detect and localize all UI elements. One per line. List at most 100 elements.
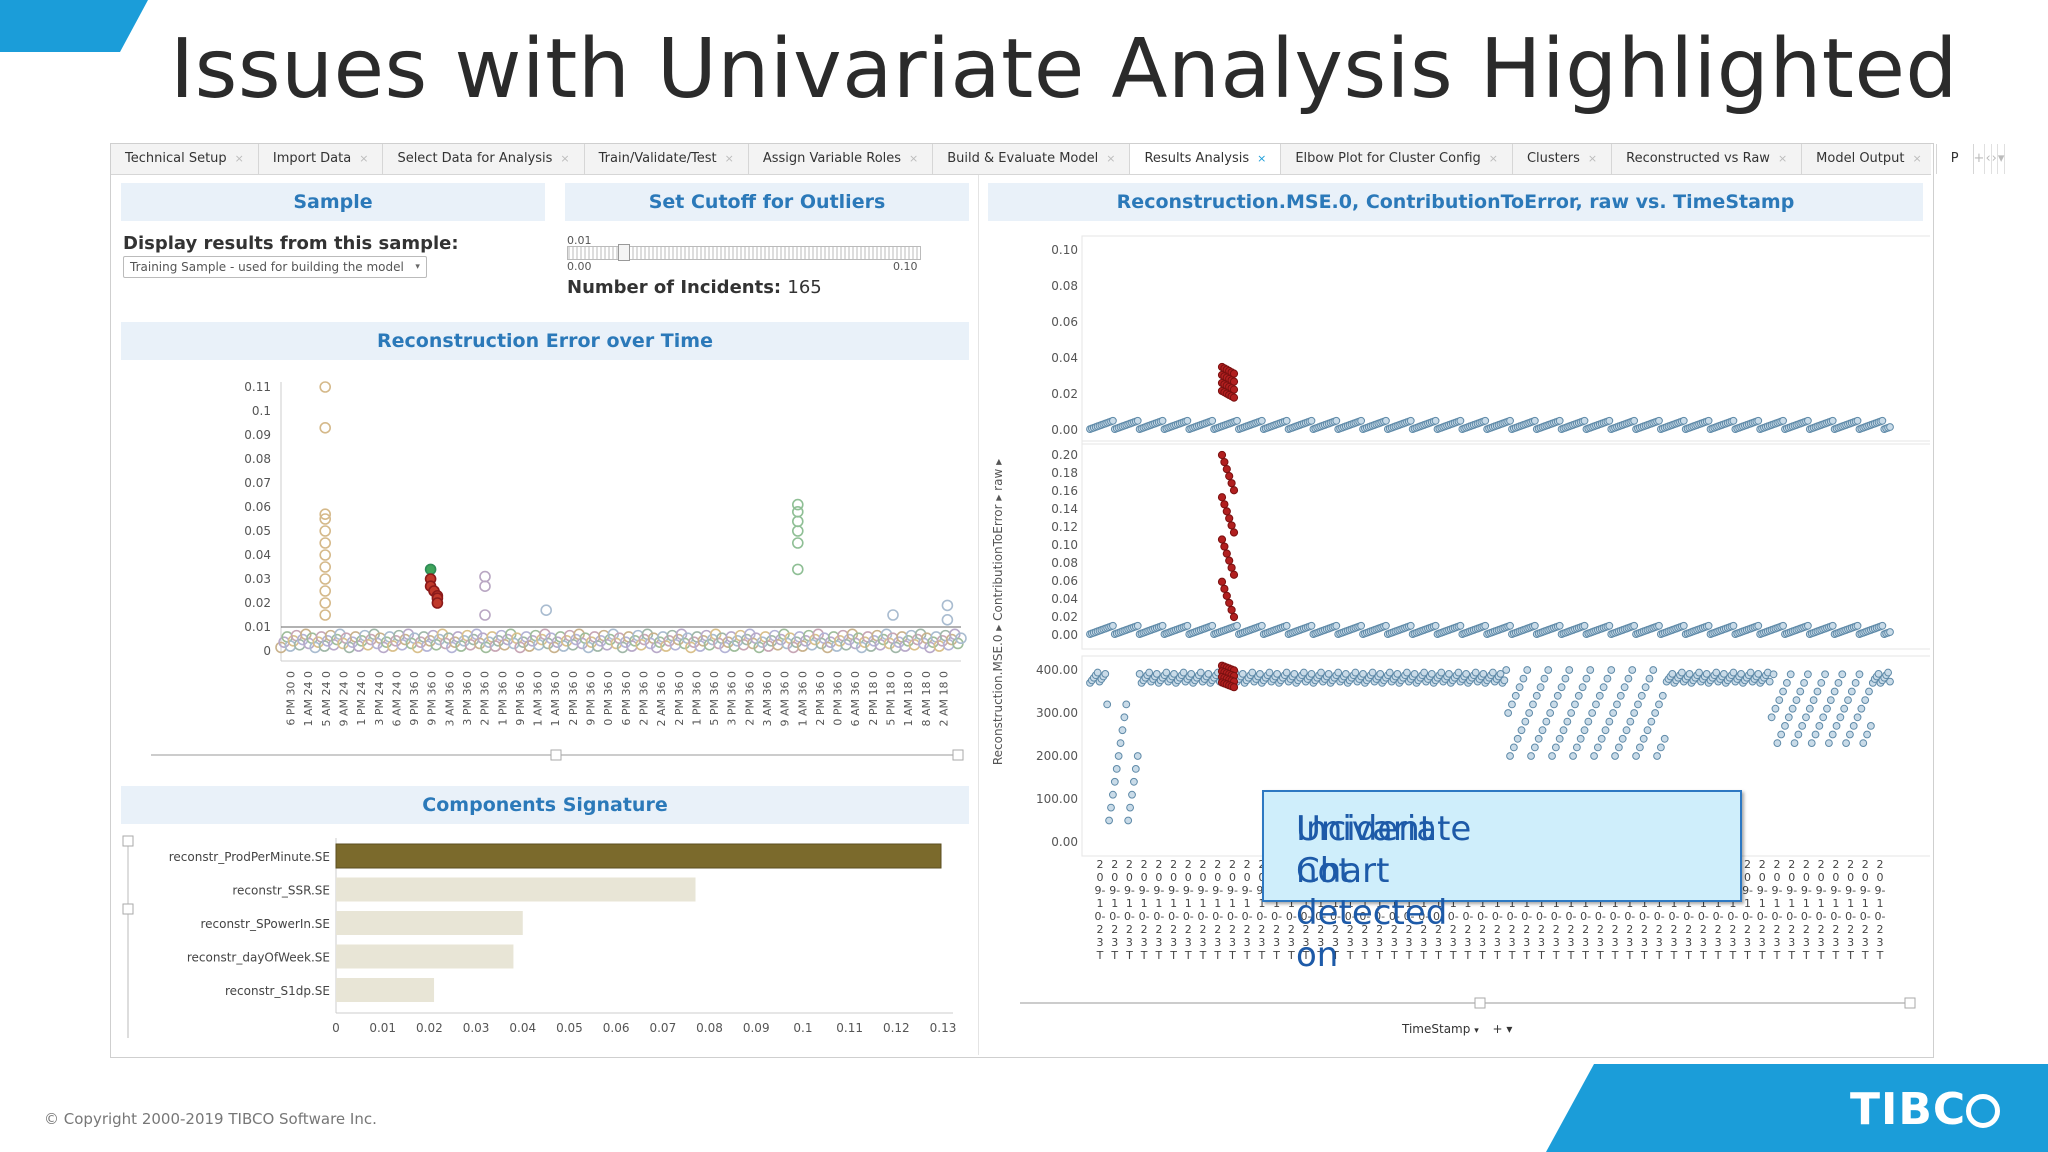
close-icon[interactable]: × <box>359 152 369 165</box>
data-point <box>1529 700 1537 709</box>
data-point <box>319 549 331 561</box>
scroll-right-icon[interactable]: › <box>1992 144 1998 174</box>
close-icon[interactable]: × <box>1587 152 1598 165</box>
data-point <box>1592 700 1600 709</box>
x-tick-char: 1 <box>1244 897 1251 910</box>
x-tick-char: 2 <box>1582 923 1589 936</box>
tab-menu-icon[interactable]: ▾ <box>1998 144 2006 174</box>
y-tick-label: 0.20 <box>1051 448 1078 462</box>
add-axis-icon[interactable]: + ▾ <box>1492 1022 1513 1036</box>
close-icon[interactable]: × <box>234 152 244 165</box>
data-point <box>1614 743 1623 752</box>
tab-8[interactable]: Clusters × <box>1513 144 1613 174</box>
scroll-left-icon[interactable]: ‹ <box>1985 144 1992 174</box>
x-tick-char: 3 <box>1406 936 1413 949</box>
incident-point <box>1229 570 1239 579</box>
y-tick-label: 0.06 <box>1051 574 1078 588</box>
tab-7[interactable]: Elbow Plot for Cluster Config × <box>1281 144 1513 174</box>
x-tick-char: 1 <box>1258 897 1265 910</box>
x-tick-char: 0- <box>1639 910 1650 923</box>
x-tick-char: 9- <box>1816 884 1827 897</box>
tab-4[interactable]: Assign Variable Roles × <box>749 144 934 174</box>
tab-5[interactable]: Build & Evaluate Model × <box>933 144 1131 174</box>
tab-11[interactable]: P <box>1937 144 1974 174</box>
x-tick-char: 0 <box>1773 871 1780 884</box>
tab-0[interactable]: Technical Setup × <box>111 144 259 174</box>
tab-1[interactable]: Import Data × <box>259 144 384 174</box>
x-tick-char: 0- <box>1271 910 1282 923</box>
close-icon[interactable]: × <box>560 152 570 165</box>
x-tick-char: 0- <box>1227 910 1238 923</box>
data-point <box>1508 700 1516 709</box>
tab-6[interactable]: Results Analysis × <box>1130 144 1282 174</box>
close-icon[interactable]: × <box>1777 152 1788 165</box>
tab-10[interactable]: Model Output × <box>1802 144 1937 174</box>
data-point <box>1555 734 1564 743</box>
data-point <box>1273 669 1282 678</box>
bar <box>335 843 942 869</box>
data-point <box>1878 621 1887 630</box>
right-panel-header: Reconstruction.MSE.0, ContributionToErro… <box>988 183 1923 221</box>
data-point <box>1626 717 1635 726</box>
x-tick-char: T <box>1581 949 1589 962</box>
data-point <box>1679 621 1688 630</box>
data-point <box>1802 713 1810 722</box>
data-point <box>1183 416 1192 425</box>
tab-2[interactable]: Select Data for Analysis × <box>383 144 585 174</box>
data-point <box>1135 669 1144 678</box>
data-point <box>1605 621 1614 630</box>
xaxis-selector[interactable]: TimeStamp ▾ + ▾ <box>1402 1022 1512 1036</box>
x-tick-label: 0.03 <box>463 1021 490 1035</box>
close-icon[interactable]: × <box>909 152 919 165</box>
incident-point <box>1217 577 1227 586</box>
close-icon[interactable]: × <box>1106 152 1116 165</box>
close-icon[interactable]: × <box>1488 152 1498 165</box>
data-point <box>1565 666 1574 674</box>
close-icon[interactable]: × <box>724 152 734 165</box>
close-icon[interactable]: × <box>1912 152 1922 165</box>
data-point <box>1754 621 1763 630</box>
cutoff-slider-track[interactable] <box>567 246 921 260</box>
data-point <box>479 570 491 583</box>
data-point <box>1233 416 1241 425</box>
data-point <box>941 599 954 612</box>
close-icon[interactable]: × <box>1257 152 1267 165</box>
y-tick-label: 100.00 <box>1036 792 1078 806</box>
data-point <box>1861 696 1870 705</box>
data-point <box>1836 713 1845 722</box>
x-tick-char: 3 <box>1509 936 1516 949</box>
bar-category-label: reconstr_S1dp.SE <box>225 984 330 998</box>
data-point <box>1502 666 1511 674</box>
data-point <box>1481 416 1490 425</box>
x-tick-char: 2 <box>1818 858 1825 871</box>
x-tick-char: 1 <box>1803 897 1810 910</box>
x-tick-char: 9- <box>1256 884 1267 897</box>
x-tick-label: 1 AM 18 0 <box>902 671 915 727</box>
data-point <box>1496 669 1505 678</box>
tab-label: Technical Setup <box>125 151 227 166</box>
bar-category-label: reconstr_ProdPerMinute.SE <box>169 850 330 864</box>
tab-3[interactable]: Train/Validate/Test × <box>585 144 749 174</box>
x-tick-label: 2 PM 36 0 <box>814 671 827 726</box>
left-axis-selector[interactable]: Reconstruction.MSE.0 ▸ ContributionToErr… <box>988 415 1006 815</box>
incident-point <box>1229 393 1239 402</box>
tab-9[interactable]: Reconstructed vs Raw × <box>1612 144 1803 174</box>
x-tick-char: 9- <box>1757 884 1768 897</box>
x-tick-char: 2 <box>1847 923 1854 936</box>
data-point <box>1454 668 1463 677</box>
x-tick-char: T <box>1714 949 1722 962</box>
chevron-down-icon: ▾ <box>1474 1026 1479 1036</box>
cutoff-slider-handle[interactable] <box>618 244 630 261</box>
y-tick-label: 300.00 <box>1036 706 1078 720</box>
incident-point <box>1229 528 1239 537</box>
add-tab-icon[interactable]: + <box>1974 144 1986 174</box>
x-tick-char: 3 <box>1258 936 1265 949</box>
data-point <box>1588 709 1597 717</box>
x-tick-char: 1 <box>1303 897 1310 910</box>
x-tick-char: T <box>1537 949 1545 962</box>
sample-select[interactable]: Training Sample - used for building the … <box>123 256 427 278</box>
x-tick-char: 3 <box>1494 936 1501 949</box>
incidents-count: Number of Incidents: 165 <box>567 277 822 298</box>
data-point <box>1874 669 1883 678</box>
x-tick-char: 2 <box>1656 923 1663 936</box>
